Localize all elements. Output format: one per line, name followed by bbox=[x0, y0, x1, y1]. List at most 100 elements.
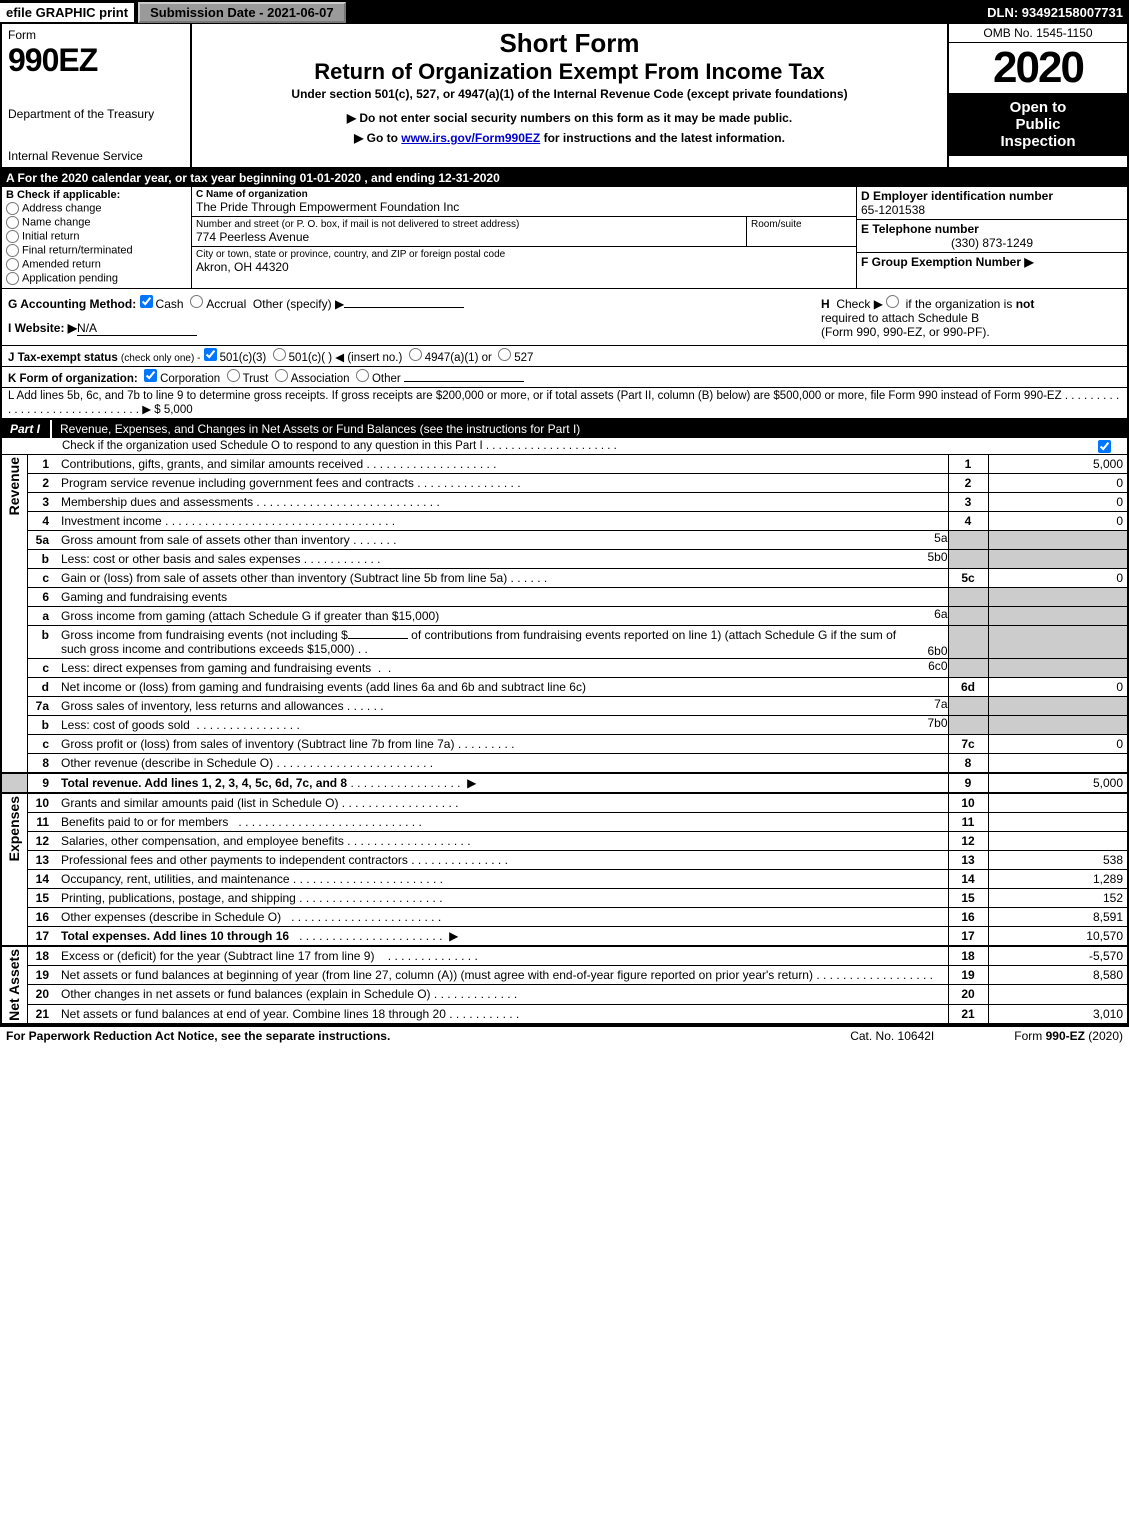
box-b: B Check if applicable: Address change Na… bbox=[2, 187, 192, 288]
open-line1: Open to bbox=[953, 99, 1123, 116]
chk-initial-return[interactable]: Initial return bbox=[6, 230, 187, 243]
link-pre: ▶ Go to bbox=[354, 131, 401, 145]
gross-receipts-amount: 5,000 bbox=[164, 404, 193, 416]
chk-4947[interactable] bbox=[409, 348, 422, 361]
form-word: Form bbox=[8, 28, 184, 42]
line-6d-value: 0 bbox=[988, 678, 1128, 697]
subtitle: Under section 501(c), 527, or 4947(a)(1)… bbox=[200, 87, 939, 101]
form-number: 990EZ bbox=[8, 42, 184, 79]
chk-corporation[interactable] bbox=[144, 369, 157, 382]
omb-number: OMB No. 1545-1150 bbox=[949, 24, 1127, 43]
form-header-middle: Short Form Return of Organization Exempt… bbox=[192, 24, 947, 167]
ein-value: 65-1201538 bbox=[861, 203, 1123, 217]
chk-name-change[interactable]: Name change bbox=[6, 216, 187, 229]
line-g-h-block: G Accounting Method: Cash Accrual Other … bbox=[0, 289, 1129, 346]
chk-other-org[interactable] bbox=[356, 369, 369, 382]
line-10-value bbox=[988, 793, 1128, 813]
line-j: J Tax-exempt status (check only one) - 5… bbox=[0, 346, 1129, 367]
other-org-input[interactable] bbox=[404, 381, 524, 382]
chk-501c3[interactable] bbox=[204, 348, 217, 361]
ein-label: D Employer identification number bbox=[861, 189, 1123, 203]
title-return: Return of Organization Exempt From Incom… bbox=[200, 59, 939, 85]
lines-table: Revenue 1Contributions, gifts, grants, a… bbox=[0, 455, 1129, 1025]
line-7b-value: 0 bbox=[941, 716, 948, 734]
form-header-left: Form 990EZ Department of the Treasury In… bbox=[2, 24, 192, 167]
line-i: I Website: ▶N/A bbox=[8, 321, 821, 336]
top-bar: efile GRAPHIC print Submission Date - 20… bbox=[0, 0, 1129, 24]
box-b-header: B Check if applicable: bbox=[6, 189, 187, 201]
line-14-value: 1,289 bbox=[988, 870, 1128, 889]
part-i-bar: Part I Revenue, Expenses, and Changes in… bbox=[0, 420, 1129, 438]
paperwork-notice: For Paperwork Reduction Act Notice, see … bbox=[6, 1029, 390, 1043]
open-line2: Public bbox=[953, 116, 1123, 133]
chk-schedule-b-not-required[interactable] bbox=[886, 295, 899, 308]
line-3-value: 0 bbox=[988, 493, 1128, 512]
addr-label: Number and street (or P. O. box, if mail… bbox=[196, 219, 742, 230]
city-state-zip: Akron, OH 44320 bbox=[196, 260, 852, 274]
chk-address-change[interactable]: Address change bbox=[6, 202, 187, 215]
line-12-value bbox=[988, 832, 1128, 851]
other-method-input[interactable] bbox=[344, 307, 464, 308]
chk-application-pending[interactable]: Application pending bbox=[6, 272, 187, 285]
dept-irs: Internal Revenue Service bbox=[8, 149, 184, 163]
submission-date-button[interactable]: Submission Date - 2021-06-07 bbox=[138, 2, 346, 23]
line-13-value: 538 bbox=[988, 851, 1128, 870]
open-line3: Inspection bbox=[953, 133, 1123, 150]
chk-association[interactable] bbox=[275, 369, 288, 382]
line-4-value: 0 bbox=[988, 512, 1128, 531]
group-exemption-label: F Group Exemption Number ▶ bbox=[861, 255, 1123, 269]
chk-schedule-o-part1[interactable] bbox=[1098, 440, 1111, 453]
page-footer: For Paperwork Reduction Act Notice, see … bbox=[0, 1025, 1129, 1045]
side-expenses: Expenses bbox=[6, 796, 22, 861]
org-name: The Pride Through Empowerment Foundation… bbox=[196, 200, 852, 214]
chk-527[interactable] bbox=[498, 348, 511, 361]
link-post: for instructions and the latest informat… bbox=[544, 131, 785, 145]
line-16-value: 8,591 bbox=[988, 908, 1128, 927]
line-19-value: 8,580 bbox=[988, 966, 1128, 985]
line-2-value: 0 bbox=[988, 474, 1128, 493]
phone-label: E Telephone number bbox=[861, 222, 1123, 236]
phone-value: (330) 873-1249 bbox=[861, 236, 1123, 250]
chk-amended-return[interactable]: Amended return bbox=[6, 258, 187, 271]
line-17-value: 10,570 bbox=[988, 927, 1128, 947]
line-k: K Form of organization: Corporation Trus… bbox=[0, 367, 1129, 388]
efile-label: efile GRAPHIC print bbox=[0, 3, 134, 22]
line-5c-value: 0 bbox=[988, 569, 1128, 588]
form-header: Form 990EZ Department of the Treasury In… bbox=[0, 24, 1129, 169]
line-1-value: 5,000 bbox=[988, 455, 1128, 474]
open-to-public-box: Open to Public Inspection bbox=[949, 93, 1127, 156]
instructions-link-line: ▶ Go to www.irs.gov/Form990EZ for instru… bbox=[200, 131, 939, 145]
chk-final-return[interactable]: Final return/terminated bbox=[6, 244, 187, 257]
part-i-label: Part I bbox=[0, 420, 52, 438]
part-i-title: Revenue, Expenses, and Changes in Net As… bbox=[52, 420, 1129, 438]
chk-trust[interactable] bbox=[227, 369, 240, 382]
line-9-value: 5,000 bbox=[988, 773, 1128, 793]
line-6c-value: 0 bbox=[941, 659, 948, 677]
city-label: City or town, state or province, country… bbox=[196, 249, 852, 260]
side-revenue: Revenue bbox=[6, 457, 22, 515]
ssn-warning: ▶ Do not enter social security numbers o… bbox=[200, 111, 939, 125]
dln-label: DLN: 93492158007731 bbox=[987, 5, 1129, 20]
instructions-link[interactable]: www.irs.gov/Form990EZ bbox=[401, 131, 540, 145]
line-11-value bbox=[988, 813, 1128, 832]
part-i-check-line: Check if the organization used Schedule … bbox=[0, 438, 1129, 455]
entity-block: B Check if applicable: Address change Na… bbox=[0, 187, 1129, 289]
form-ref: Form 990-EZ (2020) bbox=[1014, 1029, 1123, 1043]
form-header-right: OMB No. 1545-1150 2020 Open to Public In… bbox=[947, 24, 1127, 167]
tax-year: 2020 bbox=[949, 43, 1127, 93]
period-bar: A For the 2020 calendar year, or tax yea… bbox=[0, 169, 1129, 187]
chk-accrual[interactable] bbox=[190, 295, 203, 308]
street-address: 774 Peerless Avenue bbox=[196, 230, 742, 244]
line-5b-value: 0 bbox=[941, 550, 948, 568]
line-6b-value: 0 bbox=[941, 626, 948, 658]
line-20-value bbox=[988, 985, 1128, 1004]
org-name-label: C Name of organization bbox=[196, 189, 852, 200]
line-g: G Accounting Method: Cash Accrual Other … bbox=[8, 295, 821, 311]
line-15-value: 152 bbox=[988, 889, 1128, 908]
title-short-form: Short Form bbox=[200, 28, 939, 59]
chk-cash[interactable] bbox=[140, 295, 153, 308]
chk-501c[interactable] bbox=[273, 348, 286, 361]
catalog-number: Cat. No. 10642I bbox=[850, 1029, 934, 1043]
line-18-value: -5,570 bbox=[988, 946, 1128, 966]
line-h: H Check ▶ if the organization is not req… bbox=[821, 295, 1121, 339]
